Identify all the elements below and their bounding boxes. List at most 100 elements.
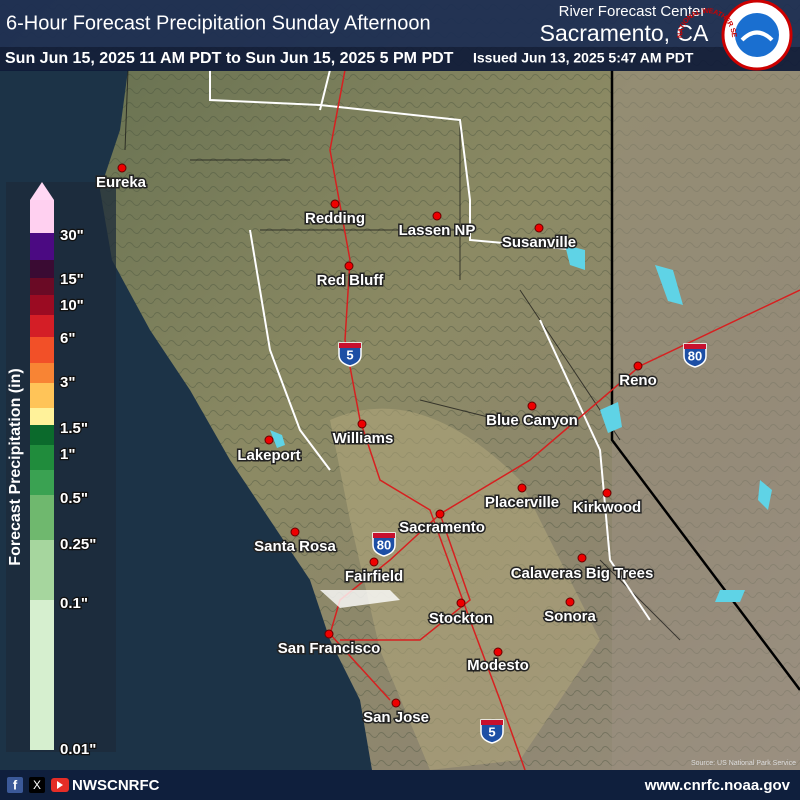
legend-label: 30" (60, 227, 84, 244)
city-marker (369, 557, 379, 567)
interstate-shield: 80 (683, 343, 707, 368)
interstate-shield: 5 (480, 719, 504, 744)
city-label: Santa Rosa (254, 538, 336, 555)
city-label: Lassen NP (399, 222, 476, 239)
svg-text:X: X (33, 778, 41, 792)
city-marker (602, 488, 612, 498)
city-marker (517, 483, 527, 493)
shield-top (373, 533, 395, 538)
city-label: San Francisco (278, 640, 381, 657)
legend: Forecast Precipitation (in) 30" 15" 10" 6" 3… (6, 182, 116, 759)
city-label: Sacramento (399, 519, 485, 536)
shield-shape (480, 719, 504, 744)
legend-label: 10" (60, 297, 84, 314)
footer-url: www.cnrfc.noaa.gov (644, 777, 791, 794)
issued-time: Issued Jun 13, 2025 5:47 AM PDT (473, 50, 694, 66)
legend-band (30, 540, 54, 600)
legend-band (30, 363, 54, 383)
legend-label: 6" (60, 330, 75, 347)
shield-shape (683, 343, 707, 368)
city-label: Eureka (96, 174, 147, 191)
legend-band (30, 600, 54, 750)
city-marker (435, 509, 445, 519)
city-label: Redding (305, 210, 365, 227)
legend-band (30, 295, 54, 315)
footer: f X NWSCNRFC www.cnrfc.noaa.gov (0, 770, 800, 800)
city-label: Susanville (502, 234, 576, 251)
legend-band (30, 445, 54, 470)
city-marker (534, 223, 544, 233)
city-marker (565, 597, 575, 607)
legend-label: 3" (60, 374, 75, 391)
shield-top (684, 344, 706, 349)
city-label: Stockton (429, 610, 493, 627)
office-location: Sacramento, CA (540, 20, 709, 46)
shield-top (339, 343, 361, 348)
city-marker (527, 401, 537, 411)
legend-band (30, 233, 54, 260)
city-marker (391, 698, 401, 708)
legend-band (30, 383, 54, 408)
legend-band (30, 470, 54, 495)
legend-label: 15" (60, 271, 84, 288)
city-marker (117, 163, 127, 173)
shield-number: 5 (488, 724, 495, 739)
shield-number: 5 (346, 347, 353, 362)
legend-band (30, 337, 54, 363)
city-marker (324, 629, 334, 639)
shield-shape (338, 342, 362, 367)
source: Source: US National Park Service (691, 760, 796, 767)
city-label: Modesto (467, 657, 529, 674)
city-marker (633, 361, 643, 371)
city-label: Sonora (544, 608, 596, 625)
city-label: Fairfield (345, 568, 403, 585)
cities: Eureka Redding Lassen NP Susanville Red Bluf… (94, 163, 658, 727)
shield-shape (372, 532, 396, 557)
city-marker (432, 211, 442, 221)
legend-label: 1.5" (60, 420, 88, 437)
interstate-shield: 5 (338, 342, 362, 367)
city-label: Williams (333, 430, 394, 447)
legend-band (30, 495, 54, 540)
city-marker (264, 435, 274, 445)
city-marker (577, 553, 587, 563)
shield-number: 80 (377, 537, 391, 552)
interstate-shield: 80 (372, 532, 396, 557)
city-label: Calaveras Big Trees (511, 565, 654, 582)
legend-title: Forecast Precipitation (in) (7, 368, 24, 565)
city-label: Red Bluff (317, 272, 385, 289)
city-marker (330, 199, 340, 209)
legend-band (30, 278, 54, 295)
city-marker (357, 419, 367, 429)
legend-label: 1" (60, 446, 75, 463)
legend-band (30, 408, 54, 425)
shield-number: 80 (688, 348, 702, 363)
city-label: Blue Canyon (486, 412, 578, 429)
city-marker (344, 261, 354, 271)
legend-label: 0.01" (60, 741, 96, 758)
legend-arrow (30, 182, 54, 200)
legend-band (30, 200, 54, 233)
city-marker (456, 598, 466, 608)
city-marker (290, 527, 300, 537)
legend-label: 0.5" (60, 490, 88, 507)
title: 6-Hour Forecast Precipitation Sunday Aft… (6, 12, 431, 34)
shield-top (481, 720, 503, 725)
office-line: River Forecast Center (559, 3, 706, 20)
city-label: Placerville (485, 494, 559, 511)
legend-label: 0.25" (60, 536, 96, 553)
valid-time: Sun Jun 15, 2025 11 AM PDT to Sun Jun 15… (5, 50, 454, 67)
legend-band (30, 315, 54, 337)
header: 6-Hour Forecast Precipitation Sunday Aft… (0, 0, 800, 71)
legend-label: 0.1" (60, 595, 88, 612)
footer-handle: NWSCNRFC (72, 777, 160, 794)
city-label: Lakeport (237, 447, 300, 464)
legend-band (30, 425, 54, 445)
legend-band (30, 260, 54, 278)
city-label: San Jose (363, 709, 429, 726)
city-marker (493, 647, 503, 657)
city-label: Reno (619, 372, 657, 389)
city-label: Kirkwood (573, 499, 641, 516)
